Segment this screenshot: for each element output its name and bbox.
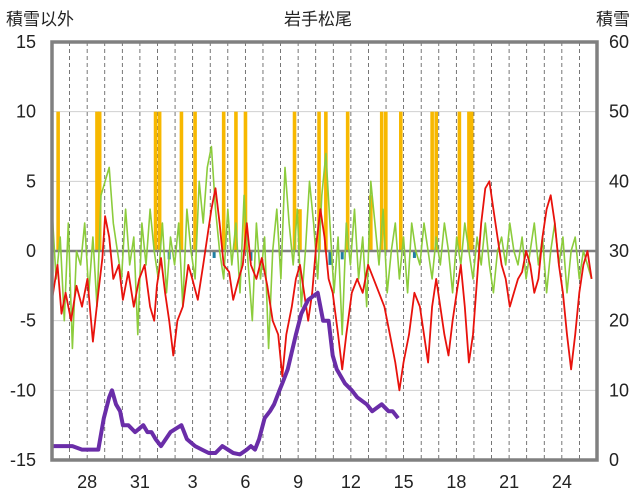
small-precipitation-bar <box>212 251 216 258</box>
right-axis-ticks: 60 50 40 30 20 10 0 <box>609 32 629 470</box>
precipitation-bar <box>56 111 60 252</box>
precipitation-bar <box>469 111 474 252</box>
precipitation-bar <box>243 111 248 252</box>
left-tick-label: -15 <box>10 450 36 470</box>
precipitation-bar <box>95 111 99 252</box>
x-tick-label: 3 <box>188 472 198 492</box>
right-tick-label: 0 <box>609 450 619 470</box>
precipitation-bar <box>384 111 388 252</box>
precipitation-bar <box>153 111 158 252</box>
x-tick-label: 28 <box>77 472 97 492</box>
left-tick-label: 10 <box>16 102 36 122</box>
precipitation-bars <box>56 111 474 252</box>
left-axis-label: 積雪以外 <box>6 10 74 30</box>
precipitation-bar <box>430 111 434 252</box>
precipitation-bar <box>467 111 471 252</box>
right-tick-label: 40 <box>609 171 629 191</box>
right-axis-label: 積雪 <box>596 10 630 30</box>
small-precipitation-bar <box>340 251 344 260</box>
precipitation-bar <box>317 111 321 252</box>
precipitation-bar <box>434 111 439 252</box>
x-tick-label: 24 <box>552 472 572 492</box>
series-snow-depth-line <box>52 290 400 457</box>
x-axis-ticks: 28 31 3 6 9 12 15 18 21 24 <box>77 472 572 492</box>
right-tick-label: 20 <box>609 311 629 331</box>
left-tick-label: 15 <box>16 32 36 52</box>
x-tick-label: 6 <box>240 472 250 492</box>
precipitation-bar <box>379 111 384 252</box>
precipitation-bar <box>298 209 302 251</box>
precipitation-bar <box>369 195 373 251</box>
precipitation-bar <box>97 111 102 252</box>
chart-title: 岩手松尾 <box>284 10 352 30</box>
right-tick-label: 10 <box>609 380 629 400</box>
plot-frame <box>50 40 599 462</box>
small-precipitation-bar <box>328 251 332 265</box>
plot-area <box>51 111 597 457</box>
precipitation-bar <box>399 111 403 252</box>
x-tick-label: 21 <box>499 472 519 492</box>
x-tick-label: 12 <box>341 472 361 492</box>
precipitation-bar <box>324 111 328 252</box>
left-tick-label: -10 <box>10 380 36 400</box>
precipitation-bar <box>292 111 297 252</box>
left-tick-label: -5 <box>20 311 36 331</box>
x-tick-label: 18 <box>446 472 466 492</box>
small-precipitation-bar <box>249 251 253 261</box>
series-temperature-line <box>51 180 593 392</box>
right-tick-label: 60 <box>609 32 629 52</box>
right-tick-label: 50 <box>609 102 629 122</box>
precipitation-bar <box>193 111 197 252</box>
right-tick-label: 30 <box>609 241 629 261</box>
left-axis-ticks: 15 10 5 0 -5 -10 -15 <box>10 32 36 470</box>
x-tick-label: 15 <box>394 472 414 492</box>
x-tick-label: 9 <box>293 472 303 492</box>
precipitation-bar <box>234 111 238 252</box>
x-tick-label: 31 <box>130 472 150 492</box>
series-wind-line <box>51 145 593 350</box>
precipitation-bar <box>221 111 226 252</box>
precipitation-bar <box>179 111 184 252</box>
precipitation-bar <box>457 111 462 252</box>
precipitation-bar <box>157 111 162 252</box>
left-tick-label: 0 <box>26 241 36 261</box>
left-tick-label: 5 <box>26 171 36 191</box>
small-precipitation-bar <box>412 251 416 258</box>
precipitation-bar <box>345 111 350 252</box>
